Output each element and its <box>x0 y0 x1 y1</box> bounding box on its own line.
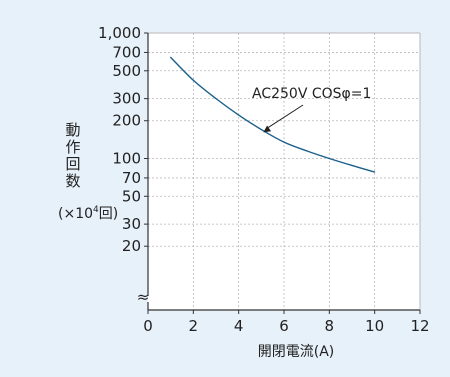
data-point <box>374 171 376 173</box>
y-tick-label: 200 <box>112 112 141 130</box>
x-tick-label: 10 <box>365 317 384 335</box>
data-point <box>260 128 262 131</box>
y-tick-label: 30 <box>122 215 141 233</box>
series-line <box>170 56 375 173</box>
x-tick-label: 8 <box>325 317 335 335</box>
y-unit-exponent: 4 <box>93 205 99 215</box>
annotation-leader-line <box>268 104 304 128</box>
y-tick-label: 700 <box>112 43 141 61</box>
x-tick-label: 4 <box>234 317 244 335</box>
y-axis-unit: (×104回) <box>58 203 118 223</box>
data-point <box>238 114 240 116</box>
y-tick-label: 300 <box>112 90 141 108</box>
y-axis-label-char: 数 <box>65 172 81 190</box>
x-tick-label: 0 <box>143 317 153 335</box>
y-axis-break-symbol: ≈ <box>137 288 150 306</box>
y-axis-label-char: 回 <box>65 155 81 173</box>
y-tick-label: 1,000 <box>98 24 141 42</box>
annotation-group: AC250V COSφ=1 <box>252 86 371 133</box>
data-point <box>351 164 353 167</box>
data-point <box>215 98 217 100</box>
data-point <box>192 79 194 81</box>
annotation-label: AC250V COSφ=1 <box>252 86 371 102</box>
data-point <box>306 150 308 152</box>
x-tick-label: 12 <box>410 317 429 335</box>
y-axis-label: 動 作 回 数 <box>58 122 88 190</box>
grid-lines <box>148 33 420 310</box>
data-point <box>283 141 285 143</box>
annotation-arrowhead <box>263 125 272 133</box>
y-tick-label: 70 <box>122 169 141 187</box>
y-tick-label: 20 <box>122 237 141 255</box>
data-point <box>328 157 330 160</box>
x-axis-title: 開閉電流(A) <box>258 344 335 360</box>
x-tick-label: 6 <box>279 317 289 335</box>
x-tick-label: 2 <box>189 317 199 335</box>
data-point <box>170 56 172 58</box>
y-unit-suffix: 回) <box>98 206 119 222</box>
y-unit-prefix: (×10 <box>58 206 94 222</box>
series-group <box>170 56 376 173</box>
y-tick-label: 50 <box>122 187 141 205</box>
y-axis-label-char: 動 <box>65 121 81 139</box>
y-axis-label-char: 作 <box>65 138 81 156</box>
y-tick-label: 100 <box>112 150 141 168</box>
y-tick-label: 500 <box>112 62 141 80</box>
